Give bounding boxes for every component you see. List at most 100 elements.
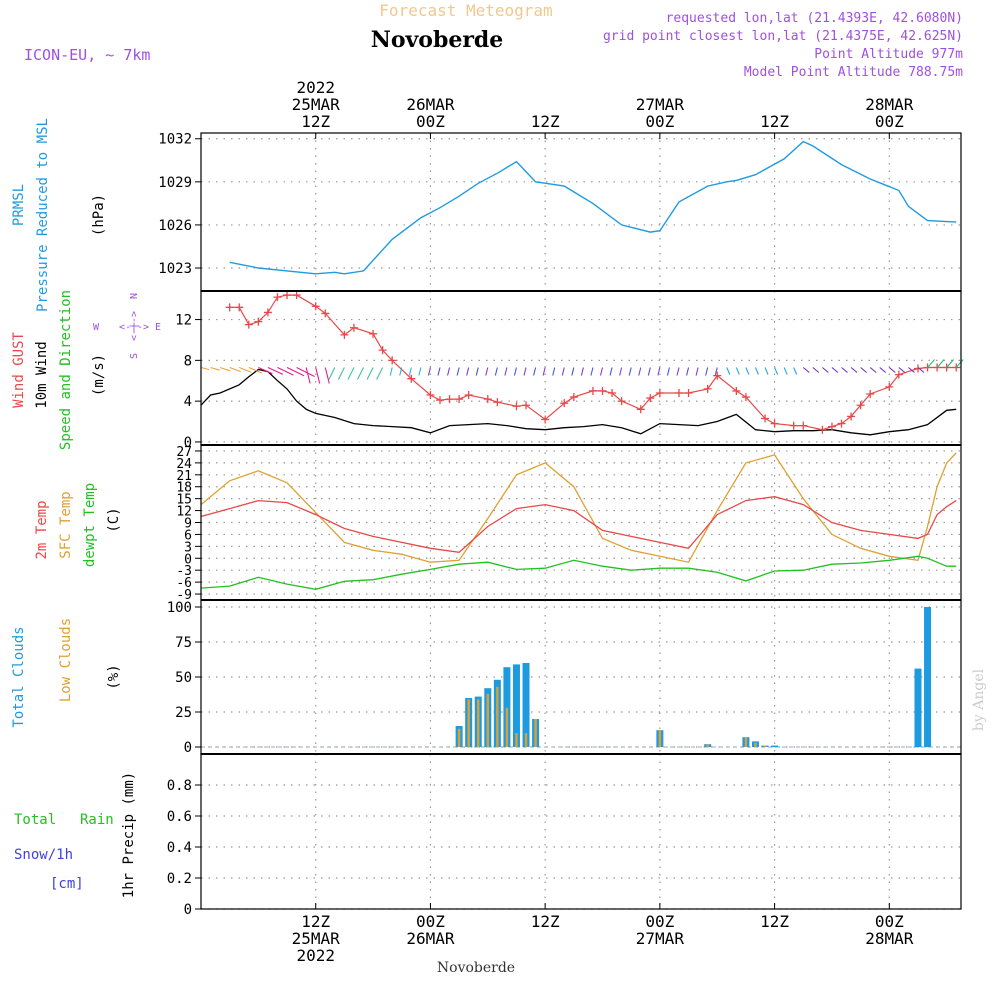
wind-direction-arrow [408,367,412,376]
compass-s: S [129,353,140,359]
gust-marker [913,364,922,373]
wind-direction-arrow [802,367,810,373]
top-time-label: 12Z [301,112,330,131]
wind-direction-arrow [908,367,915,373]
top-time-label: 26MAR [406,95,455,114]
wind-direction-arrow [267,366,284,375]
y-tick-label: 1032 [158,132,192,148]
y-tick-label: 24 [176,457,192,472]
model-label: ICON-EU, ~ 7km [24,46,150,64]
gust-marker [741,393,750,402]
wind-direction-arrow [955,359,964,368]
compass-vertical-arrow: <-|-> [129,311,140,341]
wind-direction-arrow [399,367,403,376]
low-cloud-bar [763,745,767,747]
gust-marker [369,329,378,338]
gust-marker [273,293,282,302]
wind-speed-line [200,368,957,436]
gust-marker [655,388,664,397]
wind-direction-arrow [850,367,858,373]
wind-direction-arrow [258,366,273,375]
y-tick-label: 12 [175,313,192,329]
top-time-label: 2022 [296,78,335,97]
total-cloud-bar [522,663,530,747]
low-cloud-bar [486,693,489,747]
gust-marker [646,394,655,403]
gust-marker [349,323,358,332]
gust-marker [426,391,435,400]
wind-direction-arrow [726,367,731,375]
wind-direction-arrow [437,367,441,376]
wind-direction-arrow [774,367,779,375]
wind-direction-arrow [888,367,896,373]
gust-marker [866,390,875,399]
y-tick-label: 1029 [158,175,192,191]
cloud-unit-label: (%) [106,664,122,689]
total-clouds-label: Total Clouds [11,626,27,727]
wind-direction-arrow [695,367,699,376]
top-time-label: 12Z [531,112,560,131]
location-title: Novoberde [371,27,504,53]
gust-marker [894,370,903,379]
gust-marker [885,382,894,391]
wind-direction-arrow [898,367,906,373]
gust-marker [311,302,320,311]
wind-direction-arrow [418,367,422,376]
wind-direction-arrow [822,367,829,373]
gust-marker [732,386,741,395]
wind-direction-arrow [305,367,311,384]
gust-marker [847,412,856,421]
panel-frame [200,753,962,910]
y-tick-label: 0 [184,552,192,567]
gust-marker [569,393,578,402]
low-cloud-bar [744,737,748,747]
wind-direction-arrow [599,367,604,376]
wind-direction-arrow [456,367,460,376]
low-cloud-bar [496,686,499,747]
dewpt-line [200,555,957,590]
gust-marker [263,308,272,317]
wind-direction-arrow [561,367,565,376]
gust-marker [283,291,292,300]
y-tick-label: 1026 [158,218,192,234]
gust-marker [321,309,330,318]
wind-direction-arrow [841,367,848,373]
wind-direction-arrow [337,367,345,380]
wind-direction-arrow [533,367,537,376]
wind-direction-arrow [686,367,690,376]
low-clouds-label: Low Clouds [58,618,74,702]
wind-direction-arrow [475,367,479,376]
pressure-labels: PRMSL Pressure Reduced to MSL (hPa) [11,118,107,312]
temp-unit-label: (C) [106,507,122,532]
total-cloud-bar [771,745,779,747]
total-cloud-bar [914,668,922,747]
top-time-label: 28MAR [865,95,914,114]
panel-frame [200,290,962,446]
gust-marker [789,421,798,430]
y-tick-label: 27 [176,445,192,460]
wind-direction-arrow [485,367,489,376]
low-cloud-bar [658,730,662,747]
gust-marker [445,395,454,404]
wind-direction-arrow [714,367,718,376]
y-tick-label: 4 [184,394,192,410]
gust-marker [455,395,464,404]
low-cloud-bar [467,699,470,747]
low-cloud-bar [534,719,537,747]
wind-labels: Wind GUST 10m Wind Speed and Direction (… [11,290,161,450]
wind-direction-arrow [676,367,680,376]
sfc-temp-line [200,452,957,563]
gust-marker [512,402,521,411]
bottom-time-label: 12Z [760,912,789,931]
y-tick-label: 25 [175,705,192,721]
product-title: Forecast Meteogram [379,1,552,20]
wind-direction-arrow [328,367,336,380]
gust-marker [292,291,301,300]
temperature-labels: 2m Temp SFC Temp dewpt Temp (C) [34,483,122,567]
compass-w: W [93,322,100,333]
gust-marker [636,405,645,414]
wind-direction-arrow [376,367,384,380]
gust-marker [340,330,349,339]
gust-marker [770,419,779,428]
low-cloud-bar [457,728,461,747]
